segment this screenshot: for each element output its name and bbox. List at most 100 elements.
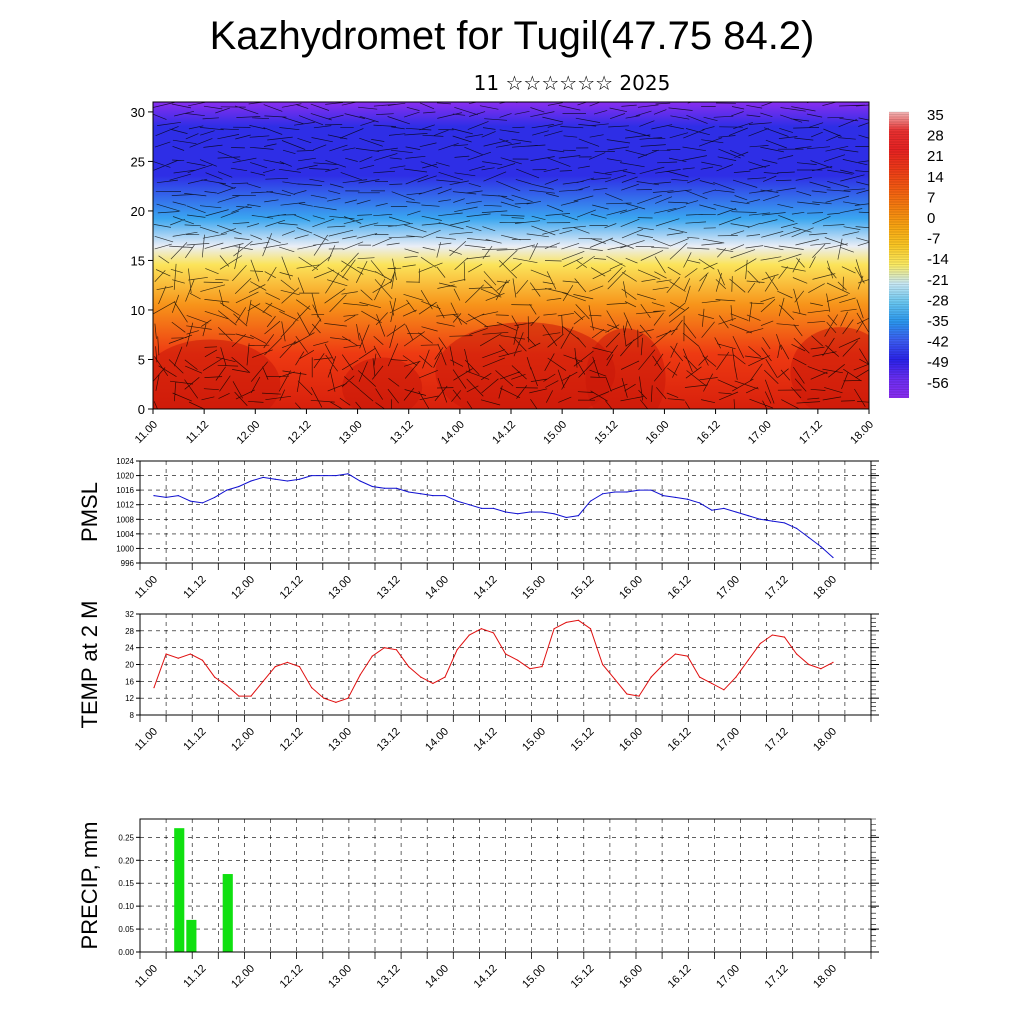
warm-core (153, 339, 281, 409)
data-point (395, 649, 398, 651)
data-point (153, 687, 155, 689)
data-point (408, 666, 410, 668)
x-tick-label: 18.00 (811, 726, 839, 754)
data-point (347, 697, 349, 699)
x-tick-label: 18.00 (811, 574, 839, 602)
data-point (165, 496, 167, 499)
y-tick-label: 12 (125, 694, 134, 703)
data-point (383, 647, 385, 649)
colorbar-label: 7 (927, 189, 935, 206)
grid-lines (140, 460, 871, 564)
x-tick-label: 16.00 (617, 726, 645, 754)
x-tick-label: 15.00 (520, 726, 548, 754)
data-point (189, 500, 191, 502)
y-tick-label: 1000 (116, 544, 134, 553)
x-tick-label: 13.00 (326, 963, 354, 991)
data-point (286, 480, 288, 482)
data-point (383, 487, 385, 489)
y-tick-label: 0 (138, 402, 145, 417)
y-tick-label: 15 (131, 253, 145, 268)
data-point (468, 504, 470, 506)
data-point (505, 653, 507, 655)
data-point (359, 674, 361, 676)
data-point (711, 509, 713, 511)
data-point (832, 556, 834, 559)
x-tick-label: 12.12 (278, 963, 306, 991)
data-point (432, 495, 434, 497)
x-tick-label: 13.12 (375, 574, 403, 602)
y-tick-label: 32 (125, 610, 134, 619)
colorbar-contour-lines (889, 111, 909, 398)
page-title: Kazhydromet for Tugil(47.75 84.2) (209, 14, 815, 58)
data-point (783, 522, 786, 524)
colorbar-bar (889, 112, 909, 398)
x-tick-label: 17.12 (797, 419, 825, 447)
cross-section-panel: 0 5 10 15 20 25 30 11.00 11.12 12.00 12.12 13.00 13… (131, 101, 876, 447)
data-point (177, 657, 179, 659)
y-axis-label: TEMP at 2 M (77, 601, 102, 729)
data-point (529, 511, 531, 513)
x-tick-label: 13.12 (375, 726, 403, 754)
data-point (238, 485, 240, 488)
x-tick-label: 17.12 (763, 726, 791, 754)
wind-vector-lines (153, 102, 869, 409)
x-tick-label: 15.00 (520, 963, 548, 991)
data-point (808, 663, 810, 666)
warm-core (435, 322, 616, 409)
data-point (614, 678, 616, 680)
x-tick-label: 15.12 (569, 726, 597, 754)
data-point (311, 687, 313, 689)
colorbar-label: -56 (927, 375, 949, 392)
y-tick-label: 0.25 (118, 833, 134, 842)
y-tick-label: 0.00 (118, 948, 134, 957)
data-point (553, 513, 555, 515)
y-tick-label: 0.05 (118, 925, 134, 934)
cross-section-x-axis: 11.00 11.12 12.00 12.12 13.00 13.12 14.00 14.12… (133, 409, 876, 447)
data-point (456, 500, 458, 502)
colorbar-label: -21 (927, 272, 949, 289)
y-tick-label: 1004 (116, 530, 134, 539)
x-tick-label: 18.00 (811, 963, 839, 991)
y-tick-label: 30 (131, 105, 145, 120)
data-point (565, 621, 567, 624)
data-point (747, 659, 749, 661)
x-ticks (139, 563, 872, 570)
data-point (262, 476, 264, 478)
data-point (420, 493, 422, 495)
x-tick-label: 12.00 (234, 419, 262, 447)
y-tick-label: 996 (121, 559, 135, 568)
x-tick-label: 16.12 (666, 574, 694, 602)
data-point (626, 491, 628, 493)
x-tick-label: 14.12 (472, 574, 500, 602)
data-point (274, 478, 276, 480)
data-point (650, 676, 652, 678)
data-point (723, 689, 725, 691)
y-tick-label: 20 (125, 661, 134, 670)
data-point (577, 619, 579, 621)
data-point (468, 634, 470, 636)
colorbar-label: -42 (927, 334, 949, 351)
x-tick-label: 14.12 (472, 726, 500, 754)
x-tick-label: 13.00 (337, 419, 365, 447)
data-point (335, 701, 337, 703)
data-point (177, 495, 179, 497)
data-point (214, 496, 216, 499)
data-point (359, 480, 361, 482)
x-tick-label: 11.00 (133, 726, 160, 753)
data-point (286, 661, 288, 663)
data-point (480, 628, 482, 630)
x-tick-label: 11.00 (133, 963, 160, 990)
x-tick-label: 14.00 (423, 726, 451, 754)
data-point (517, 659, 519, 661)
colorbar-label: 21 (927, 148, 944, 165)
data-point (674, 496, 676, 499)
y-tick-label: 20 (131, 204, 145, 219)
y-tick-label: 24 (125, 644, 134, 653)
data-point (614, 491, 616, 493)
x-tick-label: 17.12 (763, 963, 791, 991)
data-point (444, 495, 446, 497)
colorbar-label: 28 (927, 128, 944, 145)
data-point (541, 511, 543, 513)
data-point (796, 653, 798, 655)
x-tick-label: 14.00 (423, 574, 451, 602)
